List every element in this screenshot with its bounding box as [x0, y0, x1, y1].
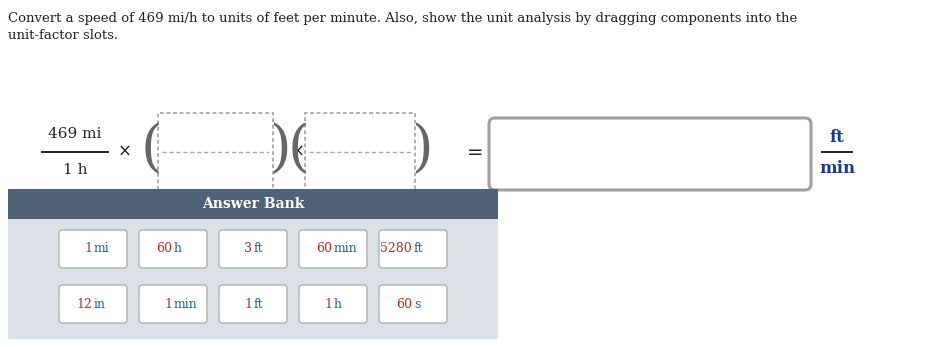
FancyBboxPatch shape	[489, 118, 811, 190]
Text: 1: 1	[324, 297, 332, 311]
Text: 1: 1	[244, 297, 252, 311]
Text: ft: ft	[254, 243, 264, 255]
FancyBboxPatch shape	[379, 230, 447, 268]
FancyBboxPatch shape	[299, 285, 367, 323]
Text: (: (	[140, 122, 162, 177]
Text: ft: ft	[829, 128, 844, 145]
Text: Answer Bank: Answer Bank	[202, 197, 304, 211]
Text: 60: 60	[156, 243, 172, 255]
Text: s: s	[414, 297, 420, 311]
Text: =: =	[467, 143, 483, 161]
Text: (: (	[287, 122, 309, 177]
Text: ft: ft	[414, 243, 424, 255]
Bar	[158, 113, 273, 191]
FancyBboxPatch shape	[299, 230, 367, 268]
Text: 60: 60	[396, 297, 412, 311]
Text: in: in	[94, 297, 106, 311]
Text: 1: 1	[84, 243, 92, 255]
FancyBboxPatch shape	[59, 230, 127, 268]
Bar	[8, 189, 498, 219]
Text: ft: ft	[254, 297, 264, 311]
Text: 469 mi: 469 mi	[49, 127, 102, 141]
Text: 12: 12	[76, 297, 92, 311]
Text: min: min	[334, 243, 358, 255]
FancyBboxPatch shape	[219, 285, 287, 323]
Text: 60: 60	[316, 243, 332, 255]
Bar	[8, 219, 498, 339]
Text: min: min	[174, 297, 197, 311]
Text: ): )	[411, 122, 432, 177]
FancyBboxPatch shape	[139, 285, 207, 323]
FancyBboxPatch shape	[59, 285, 127, 323]
Text: 3: 3	[244, 243, 252, 255]
FancyBboxPatch shape	[139, 230, 207, 268]
Text: ×: ×	[118, 143, 132, 161]
Text: min: min	[819, 160, 856, 177]
Text: 1 h: 1 h	[63, 163, 87, 177]
Text: 5280: 5280	[380, 243, 412, 255]
Text: h: h	[334, 297, 342, 311]
Text: unit-factor slots.: unit-factor slots.	[8, 29, 118, 42]
Bar	[305, 113, 415, 191]
FancyBboxPatch shape	[379, 285, 447, 323]
Text: ×: ×	[291, 143, 305, 161]
Text: 1: 1	[164, 297, 172, 311]
Text: Convert a speed of 469 mi/h to units of feet per minute. Also, show the unit ana: Convert a speed of 469 mi/h to units of …	[8, 12, 797, 25]
Text: ): )	[270, 122, 291, 177]
Text: mi: mi	[94, 243, 110, 255]
FancyBboxPatch shape	[219, 230, 287, 268]
Text: h: h	[174, 243, 182, 255]
